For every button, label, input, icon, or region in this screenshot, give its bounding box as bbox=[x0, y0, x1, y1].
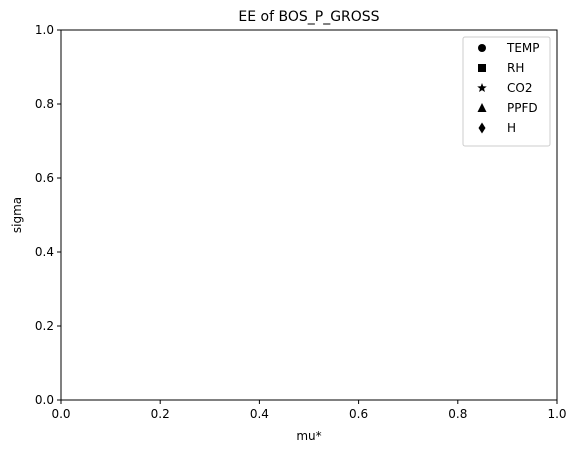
y-tick-label: 0.6 bbox=[35, 171, 54, 185]
legend-label: RH bbox=[507, 61, 524, 75]
y-tick-label: 0.0 bbox=[35, 393, 54, 407]
x-axis: 0.0 0.2 0.4 0.6 0.8 1.0 bbox=[51, 400, 567, 421]
x-tick-label: 0.0 bbox=[51, 407, 70, 421]
x-axis-label: mu* bbox=[296, 429, 321, 443]
legend-label: PPFD bbox=[507, 101, 538, 115]
y-tick-label: 0.4 bbox=[35, 245, 54, 259]
y-axis-label: sigma bbox=[10, 197, 24, 233]
square-icon bbox=[478, 64, 486, 72]
x-tick-label: 0.4 bbox=[250, 407, 269, 421]
y-tick-label: 0.8 bbox=[35, 97, 54, 111]
legend-label: H bbox=[507, 121, 516, 135]
x-tick-label: 0.8 bbox=[448, 407, 467, 421]
legend-label: CO2 bbox=[507, 81, 532, 95]
x-tick-label: 0.6 bbox=[349, 407, 368, 421]
y-axis: 0.0 0.2 0.4 0.6 0.8 1.0 bbox=[35, 23, 61, 407]
y-tick-label: 1.0 bbox=[35, 23, 54, 37]
y-tick-label: 0.2 bbox=[35, 319, 54, 333]
circle-icon bbox=[478, 44, 486, 52]
star-icon bbox=[477, 83, 487, 93]
diamond-icon bbox=[478, 122, 486, 134]
x-tick-label: 0.2 bbox=[151, 407, 170, 421]
legend-label: TEMP bbox=[506, 41, 540, 55]
triangle-icon bbox=[477, 103, 487, 112]
x-tick-label: 1.0 bbox=[547, 407, 566, 421]
chart-title: EE of BOS_P_GROSS bbox=[238, 9, 379, 25]
legend: TEMP RH CO2 PPFD H bbox=[462, 36, 551, 147]
